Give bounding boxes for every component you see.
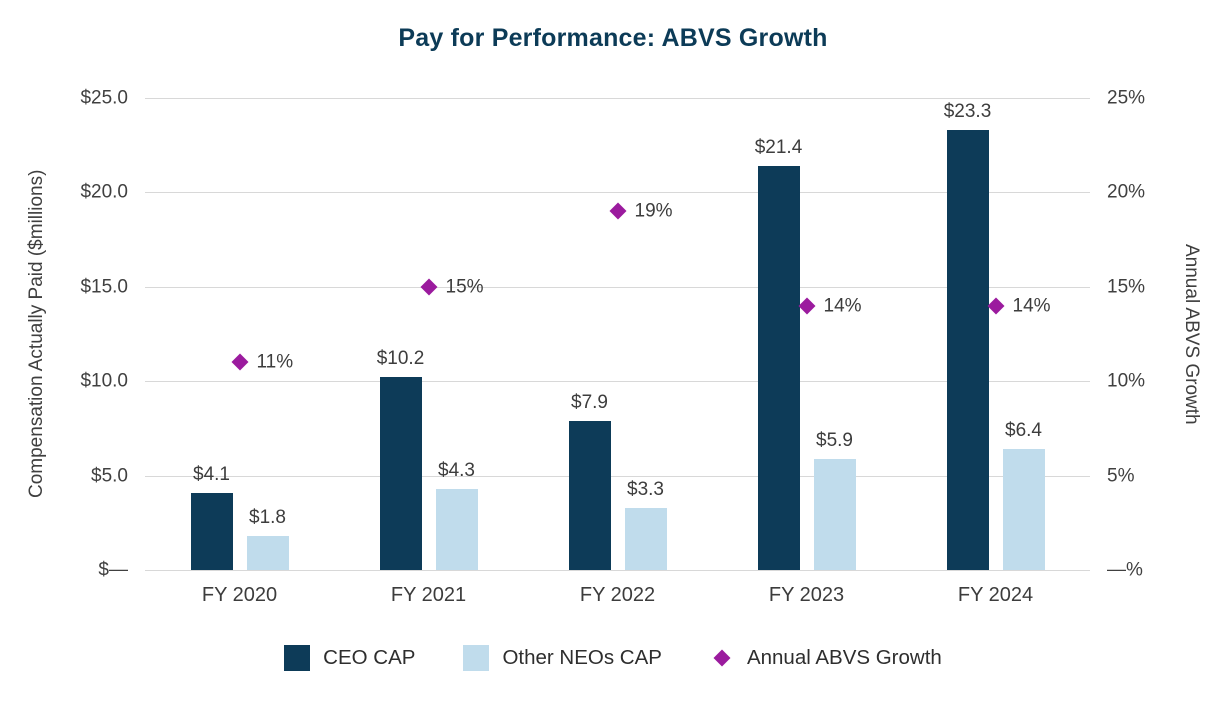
legend-item: Annual ABVS Growth xyxy=(710,646,942,670)
right-axis-title: Annual ABVS Growth xyxy=(1181,243,1202,425)
bar-value-label: $4.1 xyxy=(193,463,230,485)
bar-value-label: $6.4 xyxy=(1005,420,1042,442)
bar-ceo-cap xyxy=(190,492,233,570)
left-axis-tick: $15.0 xyxy=(80,276,128,298)
gridline xyxy=(145,192,1090,194)
plot-area: $25.0 25% $20.0 20% $15.0 15% $10.0 10% $5.0 5% $—… xyxy=(80,89,1145,607)
gridline xyxy=(145,381,1090,383)
x-axis-tick: FY 2020 xyxy=(201,584,278,606)
gridline xyxy=(145,98,1090,99)
bar-other-neos-cap xyxy=(435,488,478,570)
bar-other-neos-cap xyxy=(813,458,856,570)
legend-label: Annual ABVS Growth xyxy=(746,646,942,669)
abvs-growth-label: 14% xyxy=(823,295,862,317)
bar-other-neos-cap xyxy=(246,536,289,570)
bar-ceo-cap xyxy=(568,420,611,570)
bar-other-neos-cap xyxy=(1002,449,1045,570)
legend-item: Other NEOs CAP xyxy=(463,645,662,671)
abvs-growth-label: 11% xyxy=(256,351,294,373)
abvs-growth-label: 14% xyxy=(1012,295,1051,317)
right-axis-tick: 20% xyxy=(1107,181,1146,203)
right-axis-tick: —% xyxy=(1107,559,1143,581)
bar-value-label: $4.3 xyxy=(438,459,475,481)
abvs-growth-label: 19% xyxy=(634,200,673,222)
chart-title: Pay for Performance: ABVS Growth xyxy=(398,24,828,52)
abvs-growth-marker xyxy=(798,297,815,315)
bar-ceo-cap xyxy=(757,165,800,570)
left-axis-tick: $10.0 xyxy=(80,370,128,392)
abvs-growth-marker xyxy=(987,297,1004,315)
legend-diamond-swatch xyxy=(713,649,731,667)
left-axis-tick: $20.0 xyxy=(80,181,128,203)
gridline xyxy=(145,286,1090,288)
abvs-growth-label: 15% xyxy=(445,276,484,298)
bar-value-label: $1.8 xyxy=(249,507,286,529)
bar-value-label: $21.4 xyxy=(754,136,803,158)
right-axis-tick: 25% xyxy=(1107,87,1146,109)
bar-value-label: $10.2 xyxy=(376,348,425,370)
left-axis-title: Compensation Actually Paid ($millions) xyxy=(26,169,47,499)
bar-other-neos-cap xyxy=(624,507,667,570)
chart-legend: CEO CAP Other NEOs CAP Annual ABVS Growth xyxy=(0,645,1226,671)
x-axis-tick: FY 2024 xyxy=(957,584,1034,606)
left-axis-tick: $5.0 xyxy=(91,465,128,487)
bar-ceo-cap xyxy=(946,130,989,570)
left-axis-tick: $25.0 xyxy=(80,87,128,109)
bar-value-label: $23.3 xyxy=(943,101,992,123)
abvs-growth-marker xyxy=(231,353,248,371)
left-axis-tick: $— xyxy=(98,559,128,581)
abvs-growth-marker xyxy=(420,278,437,296)
abvs-growth-marker xyxy=(609,202,626,220)
gridline xyxy=(145,475,1090,477)
x-axis-tick: FY 2023 xyxy=(768,584,845,606)
gridline xyxy=(145,570,1090,571)
bar-value-label: $3.3 xyxy=(627,478,664,500)
x-axis-tick: FY 2021 xyxy=(390,584,467,606)
bar-value-label: $5.9 xyxy=(816,429,853,451)
legend-item: CEO CAP xyxy=(284,645,415,671)
legend-square-swatch xyxy=(284,645,311,671)
right-axis-tick: 10% xyxy=(1107,370,1146,392)
bar-ceo-cap xyxy=(379,377,422,570)
legend-label: CEO CAP xyxy=(323,646,416,669)
legend-square-swatch xyxy=(463,645,490,671)
right-axis-tick: 15% xyxy=(1107,276,1146,298)
legend-label: Other NEOs CAP xyxy=(502,646,662,669)
right-axis-tick: 5% xyxy=(1107,465,1135,487)
bar-value-label: $7.9 xyxy=(571,391,608,413)
x-axis-tick: FY 2022 xyxy=(579,584,656,606)
